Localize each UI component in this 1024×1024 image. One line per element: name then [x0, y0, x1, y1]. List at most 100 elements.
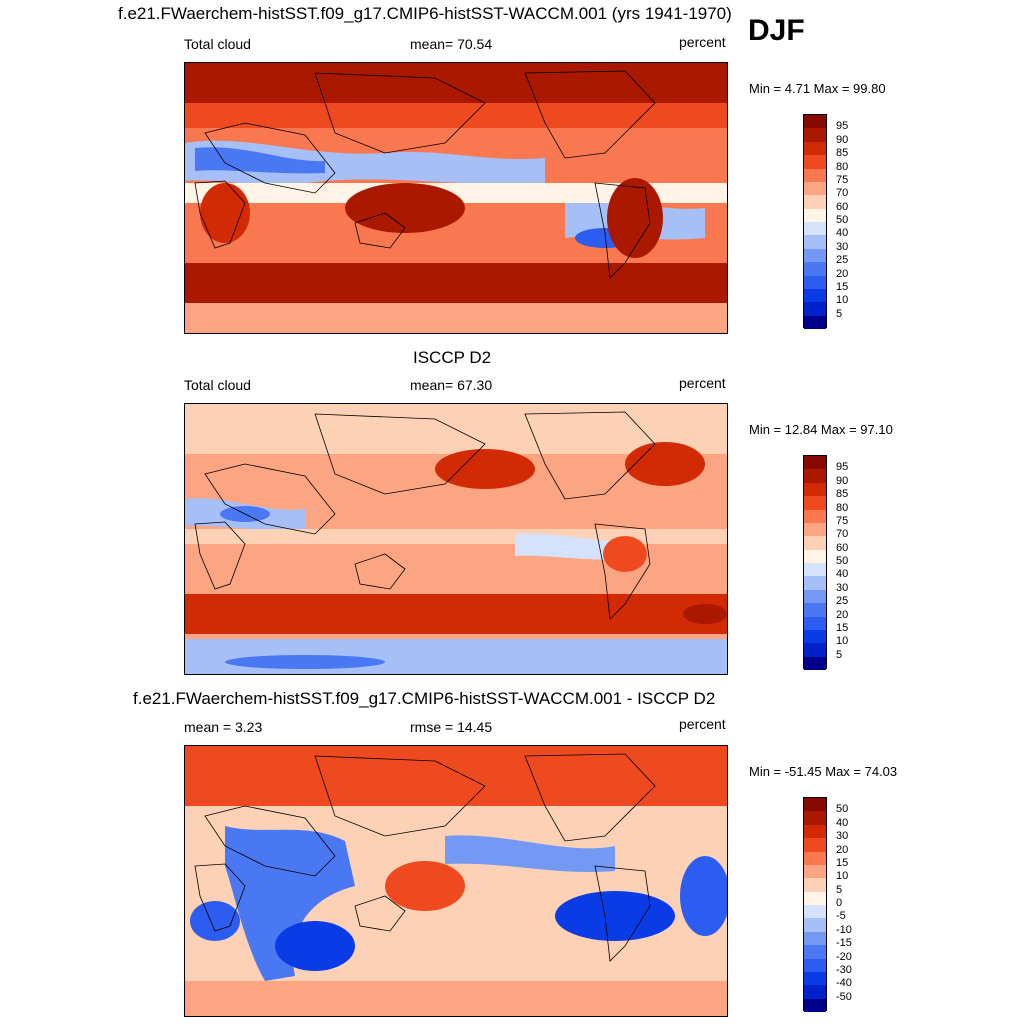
panel-2-mean-label: mean= 67.30 — [410, 377, 493, 393]
colorbar-tick-label: 10 — [836, 294, 849, 307]
colorbar-tick-label: 20 — [836, 267, 849, 280]
panel-3-title: f.e21.FWaerchem-histSST.f09_g17.CMIP6-hi… — [133, 689, 716, 708]
colorbar-tick-label: 20 — [836, 608, 849, 621]
colorbar-tick-label: 60 — [836, 200, 849, 213]
panel-2-colorbar — [803, 455, 827, 670]
colorbar-tick-label: 70 — [836, 187, 849, 200]
colorbar-swatch — [804, 315, 826, 329]
colorbar-swatch — [804, 945, 826, 959]
colorbar-swatch — [804, 496, 826, 510]
colorbar-swatch — [804, 141, 826, 156]
colorbar-tick-label: 5 — [836, 648, 843, 661]
colorbar-swatch — [804, 456, 826, 470]
colorbar-tick-label: 95 — [836, 461, 849, 474]
panel-3-units-label: percent — [679, 716, 726, 732]
panel-3-minmax: Min = -51.45 Max = 74.03 — [749, 764, 898, 779]
colorbar-swatch — [804, 998, 826, 1012]
panel-1-map — [184, 62, 728, 334]
colorbar-tick-label: 70 — [836, 528, 849, 541]
panel-1-mean-label: mean= 70.54 — [410, 36, 493, 52]
colorbar-swatch — [804, 589, 826, 604]
colorbar-swatch — [804, 155, 826, 169]
colorbar-swatch — [804, 891, 826, 905]
panel-3-contour-field — [185, 746, 727, 1016]
panel-2-variable-label: Total cloud — [184, 377, 251, 393]
colorbar-swatch — [804, 616, 826, 630]
panel-1-colorbar — [803, 114, 827, 329]
panel-2-contour-field — [185, 404, 727, 674]
colorbar-tick-label: 50 — [836, 803, 849, 816]
colorbar-swatch — [804, 958, 826, 972]
colorbar-swatch — [804, 208, 826, 222]
panel-3-map — [184, 745, 728, 1017]
colorbar-tick-label: 90 — [836, 133, 849, 146]
colorbar-tick-label: 80 — [836, 160, 849, 173]
colorbar-swatch — [804, 563, 826, 577]
panel-1-units-label: percent — [679, 34, 726, 50]
colorbar-swatch — [804, 128, 826, 142]
colorbar-swatch — [804, 522, 826, 537]
colorbar-tick-label: 10 — [836, 870, 849, 883]
colorbar-tick-label: 0 — [836, 897, 843, 909]
colorbar-tick-label: 30 — [836, 240, 849, 253]
colorbar-swatch — [804, 469, 826, 483]
panel-3-colorbar — [803, 797, 827, 1012]
colorbar-swatch — [804, 262, 826, 276]
colorbar-tick-label: 10 — [836, 635, 849, 648]
colorbar-tick-label: 90 — [836, 474, 849, 487]
colorbar-tick-label: 85 — [836, 147, 849, 160]
colorbar-tick-label: -20 — [836, 950, 852, 963]
colorbar-tick-label: -40 — [836, 977, 852, 990]
colorbar-swatch — [804, 629, 826, 644]
panel-2-units-label: percent — [679, 375, 726, 391]
colorbar-tick-label: 5 — [836, 307, 843, 320]
colorbar-swatch — [804, 905, 826, 919]
colorbar-swatch — [804, 235, 826, 249]
colorbar-swatch — [804, 838, 826, 852]
colorbar-swatch — [804, 275, 826, 289]
colorbar-tick-label: 50 — [836, 555, 849, 567]
colorbar-swatch — [804, 811, 826, 825]
colorbar-tick-label: 30 — [836, 830, 849, 843]
colorbar-swatch — [804, 168, 826, 182]
panel-3-mean-label: mean = 3.23 — [184, 719, 263, 735]
colorbar-tick-label: 95 — [836, 120, 849, 133]
panel-3-rmse-label: rmse = 14.45 — [410, 719, 493, 735]
colorbar-tick-label: 50 — [836, 214, 849, 226]
panel-1-title: f.e21.FWaerchem-histSST.f09_g17.CMIP6-hi… — [118, 4, 732, 23]
colorbar-swatch — [804, 798, 826, 812]
panel-1-minmax: Min = 4.71 Max = 99.80 — [749, 81, 886, 96]
colorbar-swatch — [804, 918, 826, 932]
colorbar-swatch — [804, 878, 826, 892]
colorbar-swatch — [804, 181, 826, 196]
panel-2-minmax: Min = 12.84 Max = 97.10 — [749, 422, 893, 437]
colorbar-tick-label: 15 — [836, 280, 849, 293]
colorbar-tick-label: 25 — [836, 254, 849, 267]
colorbar-swatch — [804, 288, 826, 303]
panel-1-variable-label: Total cloud — [184, 36, 251, 52]
panel-2-map — [184, 403, 728, 675]
panel-2-title: ISCCP D2 — [413, 348, 492, 367]
colorbar-tick-label: 75 — [836, 173, 849, 186]
colorbar-tick-label: 80 — [836, 501, 849, 514]
colorbar-tick-label: 40 — [836, 227, 849, 240]
colorbar-swatch — [804, 824, 826, 839]
colorbar-tick-label: -50 — [836, 990, 852, 1003]
colorbar-tick-label: 40 — [836, 816, 849, 829]
colorbar-tick-label: 25 — [836, 595, 849, 608]
colorbar-swatch — [804, 302, 826, 316]
colorbar-swatch — [804, 931, 826, 946]
colorbar-swatch — [804, 603, 826, 617]
colorbar-swatch — [804, 864, 826, 879]
colorbar-tick-label: -10 — [836, 923, 852, 936]
colorbar-tick-label: 15 — [836, 621, 849, 634]
panel-1-contour-field — [185, 63, 727, 333]
colorbar-tick-label: 30 — [836, 581, 849, 594]
colorbar-swatch — [804, 482, 826, 497]
colorbar-swatch — [804, 851, 826, 865]
colorbar-tick-label: 40 — [836, 568, 849, 581]
colorbar-swatch — [804, 576, 826, 590]
colorbar-tick-label: -5 — [836, 910, 846, 923]
season-label: DJF — [748, 14, 805, 47]
colorbar-tick-label: 15 — [836, 856, 849, 869]
